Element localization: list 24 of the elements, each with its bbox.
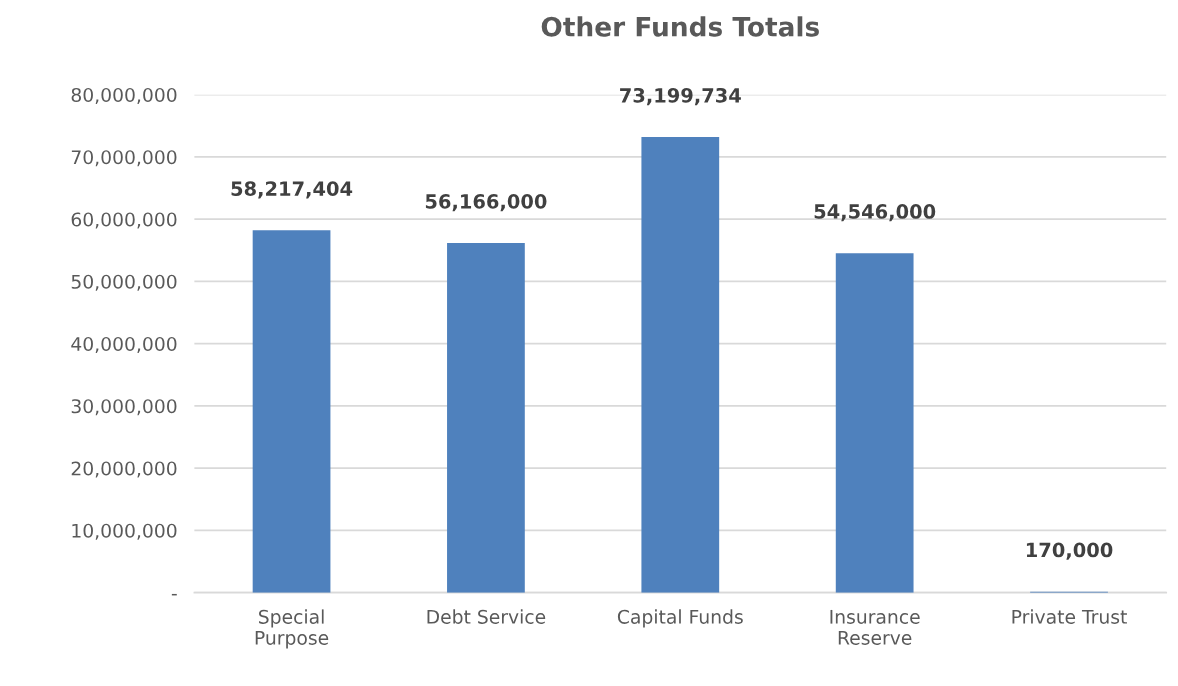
y-tick-label: 30,000,000: [71, 399, 177, 416]
chart-title: Other Funds Totals: [541, 16, 819, 37]
bar: [835, 253, 914, 593]
y-tick-label: 40,000,000: [71, 336, 177, 353]
x-tick-label: Private Trust: [1012, 609, 1127, 624]
x-tick-label: Special Purpose: [255, 609, 329, 649]
bar: [641, 137, 720, 593]
x-tick-label: Capital Funds: [617, 609, 743, 628]
data-label: 73,199,734: [620, 87, 741, 106]
y-tick-label: -: [171, 593, 177, 596]
bar: [252, 230, 331, 593]
y-tick-label: 50,000,000: [71, 274, 177, 291]
data-label: 170,000: [1026, 542, 1113, 560]
y-tick-label: 80,000,000: [71, 87, 177, 104]
data-label: 58,217,404: [231, 181, 353, 199]
data-label: 54,546,000: [814, 204, 936, 222]
data-label: 56,166,000: [425, 194, 547, 212]
y-tick-label: 60,000,000: [71, 212, 177, 229]
y-tick-label: 10,000,000: [72, 523, 177, 540]
y-tick-label: 70,000,000: [71, 150, 177, 167]
bar: [447, 243, 525, 593]
x-tick-label: Insurance Reserve: [830, 609, 920, 645]
x-tick-label: Debt Service: [427, 609, 546, 624]
y-tick-label: 20,000,000: [71, 461, 177, 478]
